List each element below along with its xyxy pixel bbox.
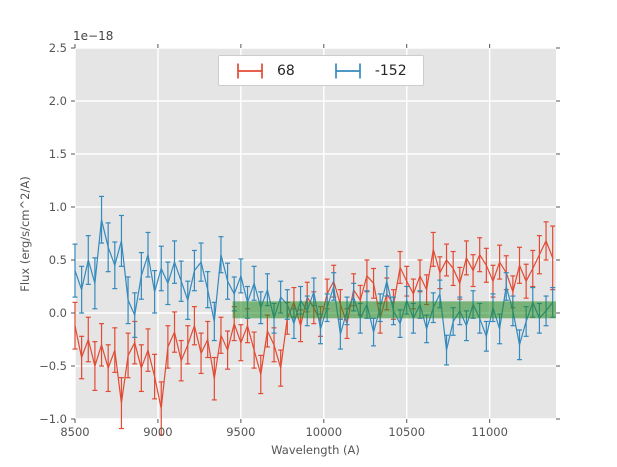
legend-entry-68: 68 bbox=[235, 62, 295, 80]
svg-text:2.5: 2.5 bbox=[49, 41, 67, 55]
svg-text:11000: 11000 bbox=[471, 425, 508, 439]
y-axis-label: Flux (erg/s/cm^2/A) bbox=[18, 176, 32, 292]
red-errorbar-icon bbox=[237, 63, 263, 78]
svg-text:1.0: 1.0 bbox=[49, 200, 67, 214]
zero-level-band bbox=[232, 301, 556, 319]
svg-text:0.5: 0.5 bbox=[49, 253, 67, 267]
svg-text:2.0: 2.0 bbox=[49, 94, 67, 108]
svg-text:10000: 10000 bbox=[305, 425, 342, 439]
svg-text:1.5: 1.5 bbox=[49, 147, 67, 161]
svg-text:8500: 8500 bbox=[60, 425, 89, 439]
plot-background bbox=[75, 48, 556, 419]
tick-labels: 8500 9000 9500 10000 10500 11000 −1.0 −0.5 0.0 0.… bbox=[39, 41, 508, 439]
svg-text:−0.5: −0.5 bbox=[39, 359, 67, 373]
svg-text:10500: 10500 bbox=[388, 425, 425, 439]
x-axis-label: Wavelength (A) bbox=[271, 443, 360, 457]
legend-entry-neg152: -152 bbox=[333, 62, 407, 80]
y-axis-offset-label: 1e−18 bbox=[73, 29, 114, 43]
legend-label: 68 bbox=[277, 62, 295, 79]
svg-text:−1.0: −1.0 bbox=[39, 412, 67, 426]
axis-ticks bbox=[71, 44, 560, 423]
svg-text:0.0: 0.0 bbox=[49, 306, 67, 320]
blue-errorbar-icon bbox=[334, 63, 361, 78]
svg-text:9000: 9000 bbox=[143, 425, 172, 439]
svg-text:9500: 9500 bbox=[226, 425, 255, 439]
legend: 68 -152 bbox=[218, 55, 424, 86]
legend-label: -152 bbox=[374, 62, 407, 79]
